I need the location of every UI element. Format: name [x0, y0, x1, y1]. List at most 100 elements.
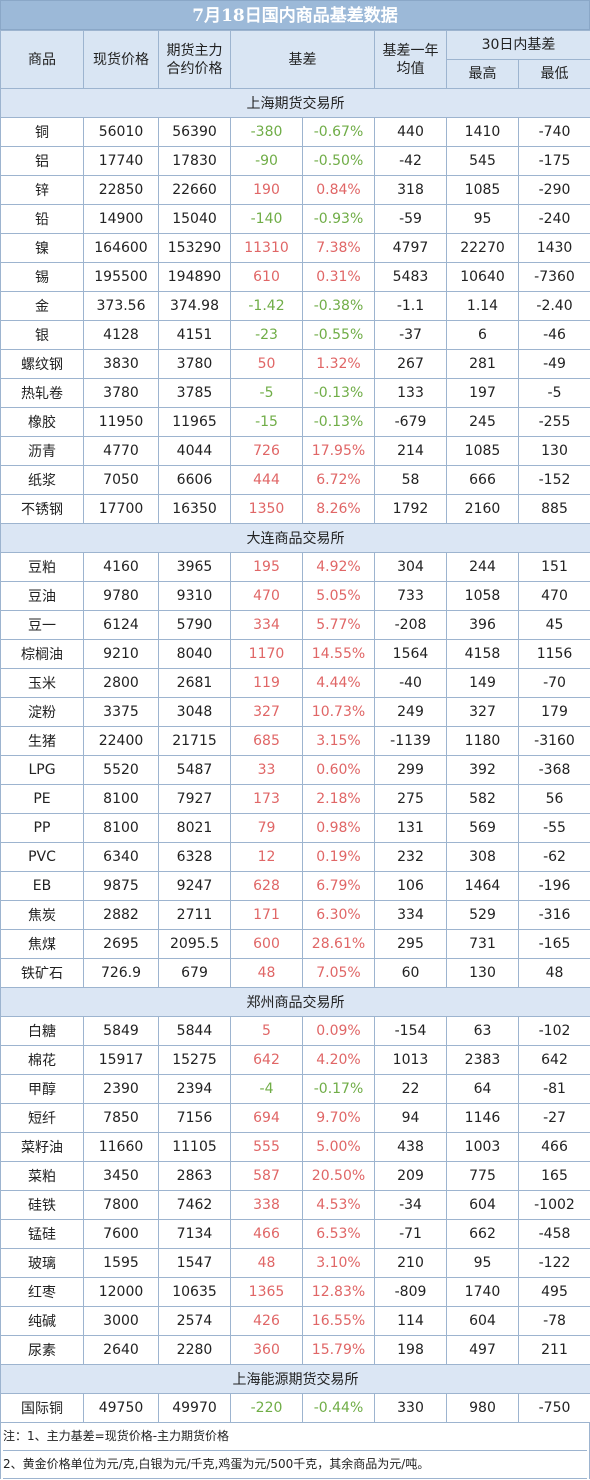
basis-value: -140	[230, 204, 303, 234]
spot-price: 12000	[83, 1277, 159, 1307]
product-name: 玉米	[0, 668, 84, 698]
header-product: 商品	[0, 30, 84, 89]
basis-30d-low: -196	[517, 871, 590, 901]
product-name: 豆一	[0, 610, 84, 640]
basis-30d-low: -1002	[517, 1190, 590, 1220]
basis-year-avg: 209	[374, 1161, 447, 1191]
product-name: LPG	[0, 755, 84, 785]
basis-30d-high: 604	[446, 1190, 519, 1220]
basis-30d-high: 497	[446, 1335, 519, 1365]
spot-price: 11950	[83, 407, 159, 437]
futures-price: 5487	[158, 755, 231, 785]
basis-year-avg: -1.1	[374, 291, 447, 321]
basis-30d-low: -458	[517, 1219, 590, 1249]
basis-year-avg: 334	[374, 900, 447, 930]
basis-percent: 16.55%	[302, 1306, 375, 1336]
table-row: 焦煤 2695 2095.5 600 28.61% 295 731 -165	[0, 929, 590, 959]
table-row: LPG 5520 5487 33 0.60% 299 392 -368	[0, 755, 590, 785]
basis-30d-low: 1430	[517, 233, 590, 263]
basis-percent: 3.10%	[302, 1248, 375, 1278]
basis-percent: -0.50%	[302, 146, 375, 176]
futures-price: 374.98	[158, 291, 231, 321]
table-body: 上海期货交易所铜 56010 56390 -380 -0.67% 440 1410 -740 铝…	[0, 88, 590, 1423]
table-row: 橡胶 11950 11965 -15 -0.13% -679 245 -255	[0, 407, 590, 437]
basis-year-avg: 5483	[374, 262, 447, 292]
spot-price: 9210	[83, 639, 159, 669]
basis-year-avg: 438	[374, 1132, 447, 1162]
basis-30d-high: 1146	[446, 1103, 519, 1133]
table-row: 沥青 4770 4044 726 17.95% 214 1085 130	[0, 436, 590, 466]
basis-30d-low: 165	[517, 1161, 590, 1191]
basis-30d-high: 2160	[446, 494, 519, 524]
product-name: 锌	[0, 175, 84, 205]
basis-30d-high: 731	[446, 929, 519, 959]
spot-price: 5849	[83, 1016, 159, 1046]
basis-value: 685	[230, 726, 303, 756]
basis-30d-high: 545	[446, 146, 519, 176]
basis-30d-low: 151	[517, 552, 590, 582]
basis-30d-low: -46	[517, 320, 590, 350]
futures-price: 1547	[158, 1248, 231, 1278]
spot-price: 2640	[83, 1335, 159, 1365]
section-name: 郑州商品交易所	[0, 987, 590, 1017]
basis-30d-high: 662	[446, 1219, 519, 1249]
futures-price: 15040	[158, 204, 231, 234]
basis-30d-high: 2383	[446, 1045, 519, 1075]
product-name: 淀粉	[0, 697, 84, 727]
basis-value: 610	[230, 262, 303, 292]
basis-30d-high: 1180	[446, 726, 519, 756]
basis-30d-high: 666	[446, 465, 519, 495]
basis-value: 195	[230, 552, 303, 582]
spot-price: 7050	[83, 465, 159, 495]
basis-value: 444	[230, 465, 303, 495]
spot-price: 4128	[83, 320, 159, 350]
basis-30d-high: 64	[446, 1074, 519, 1104]
basis-year-avg: 1564	[374, 639, 447, 669]
basis-30d-low: 48	[517, 958, 590, 988]
table-row: 焦炭 2882 2711 171 6.30% 334 529 -316	[0, 900, 590, 930]
futures-price: 11105	[158, 1132, 231, 1162]
futures-price: 3780	[158, 349, 231, 379]
basis-year-avg: 1792	[374, 494, 447, 524]
basis-30d-low: 466	[517, 1132, 590, 1162]
basis-30d-low: -2.40	[517, 291, 590, 321]
basis-percent: 6.53%	[302, 1219, 375, 1249]
table-row: PP 8100 8021 79 0.98% 131 569 -55	[0, 813, 590, 843]
basis-value: 1350	[230, 494, 303, 524]
basis-30d-high: 4158	[446, 639, 519, 669]
basis-30d-low: -3160	[517, 726, 590, 756]
basis-30d-high: 308	[446, 842, 519, 872]
product-name: 硅铁	[0, 1190, 84, 1220]
basis-percent: -0.93%	[302, 204, 375, 234]
footnote: 2、黄金价格单位为元/克,白银为元/千克,鸡蛋为元/500千克，其余商品为元/吨…	[3, 1451, 587, 1479]
table-row: 铁矿石 726.9 679 48 7.05% 60 130 48	[0, 958, 590, 988]
basis-year-avg: 4797	[374, 233, 447, 263]
futures-price: 22660	[158, 175, 231, 205]
spot-price: 15917	[83, 1045, 159, 1075]
table-row: 棕榈油 9210 8040 1170 14.55% 1564 4158 1156	[0, 639, 590, 669]
futures-price: 2863	[158, 1161, 231, 1191]
basis-year-avg: 214	[374, 436, 447, 466]
basis-30d-low: -175	[517, 146, 590, 176]
futures-price: 153290	[158, 233, 231, 263]
basis-30d-high: 1058	[446, 581, 519, 611]
basis-30d-low: 642	[517, 1045, 590, 1075]
basis-year-avg: -208	[374, 610, 447, 640]
basis-30d-low: -55	[517, 813, 590, 843]
basis-year-avg: 198	[374, 1335, 447, 1365]
futures-price: 11965	[158, 407, 231, 437]
futures-price: 7462	[158, 1190, 231, 1220]
product-name: 铁矿石	[0, 958, 84, 988]
table-row: 玻璃 1595 1547 48 3.10% 210 95 -122	[0, 1248, 590, 1278]
basis-30d-high: 327	[446, 697, 519, 727]
basis-percent: 17.95%	[302, 436, 375, 466]
section-name: 上海期货交易所	[0, 88, 590, 118]
table-row: 菜粕 3450 2863 587 20.50% 209 775 165	[0, 1161, 590, 1191]
product-name: 短纤	[0, 1103, 84, 1133]
table-row: PVC 6340 6328 12 0.19% 232 308 -62	[0, 842, 590, 872]
basis-30d-low: 45	[517, 610, 590, 640]
basis-30d-high: 582	[446, 784, 519, 814]
futures-price: 7156	[158, 1103, 231, 1133]
table-row: 锰硅 7600 7134 466 6.53% -71 662 -458	[0, 1219, 590, 1249]
product-name: 纸浆	[0, 465, 84, 495]
